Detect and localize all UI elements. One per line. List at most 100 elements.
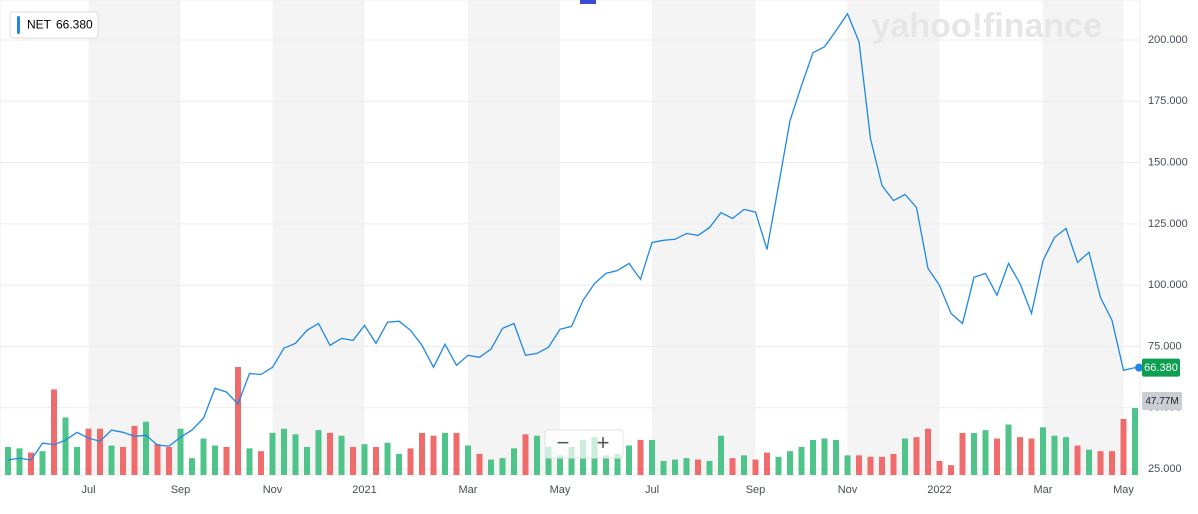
legend-name: NET [27, 18, 52, 32]
volume-bar [557, 455, 563, 475]
volume-bar [5, 446, 11, 475]
volume-bar [1051, 435, 1058, 475]
volume-bar [62, 417, 69, 475]
volume-bar [315, 430, 322, 475]
volume-bar [430, 435, 437, 475]
volume-bar [948, 465, 954, 475]
volume-bar [166, 446, 172, 475]
volume-label: 47.77M [1145, 396, 1178, 407]
volume-bar [775, 456, 782, 475]
volume-bar [1132, 407, 1138, 475]
volume-bar [718, 435, 724, 475]
volume-bar [729, 458, 736, 475]
volume-bar [1040, 427, 1046, 475]
volume-bar [488, 459, 494, 475]
volume-bar [890, 453, 897, 475]
volume-bar [925, 428, 931, 475]
zoom-out[interactable]: − [557, 430, 570, 455]
y-tick-label: 75.000 [1148, 340, 1182, 352]
month-band [88, 0, 181, 475]
volume-bar [384, 442, 391, 475]
volume-bar [752, 459, 759, 475]
volume-bar [292, 434, 299, 475]
volume-bar [695, 459, 701, 475]
volume-bar [499, 458, 506, 475]
volume-bar [1017, 437, 1023, 475]
volume-bar [154, 444, 161, 475]
volume-bar [649, 439, 655, 475]
month-band [468, 0, 560, 475]
x-tick-label: Nov [263, 484, 283, 496]
volume-bar [844, 455, 851, 475]
volume-bar [913, 437, 920, 475]
volume-bar [39, 451, 46, 475]
volume-bar [626, 445, 632, 475]
last-price-label: 66.380 [1144, 362, 1178, 374]
volume-bar [511, 448, 517, 475]
volume-bar [902, 438, 908, 475]
volume-bar [28, 452, 34, 475]
volume-bar [959, 432, 966, 475]
volume-bar [476, 453, 483, 475]
volume-bar [177, 428, 184, 475]
volume [5, 367, 1138, 475]
x-tick-label: Mar [459, 484, 478, 496]
volume-badge [1142, 391, 1182, 410]
volume-bar [672, 459, 678, 475]
volume-bar [85, 428, 92, 475]
y-tick-label: 125.000 [1148, 218, 1188, 230]
volume-bar [143, 421, 149, 475]
volume-bar [419, 432, 425, 475]
volume-bar [810, 439, 816, 475]
last-point [1135, 363, 1143, 372]
volume-bar [856, 455, 862, 475]
volume-bar [1109, 451, 1115, 475]
volume-bar [683, 458, 690, 475]
month-band [1043, 0, 1124, 475]
month-band [847, 0, 940, 475]
zoom-controls: − + [544, 429, 624, 459]
legend-badge: NET 66.380 [9, 11, 99, 39]
volume-bar [764, 452, 770, 475]
volume-bar [465, 445, 471, 475]
x-tick-label: May [550, 484, 571, 496]
x-tick-label: Mar [1034, 484, 1053, 496]
volume-bar [304, 446, 310, 475]
volume-bar [246, 448, 253, 475]
volume-bar [568, 446, 575, 475]
x-tick-label: Sep [171, 484, 191, 496]
volume-bar [522, 434, 529, 475]
x-tick-label: Jul [645, 484, 659, 496]
volume-bar [706, 460, 713, 475]
last-price-badge [1142, 358, 1180, 377]
volume-bar [338, 435, 345, 475]
legend-value: 66.380 [56, 18, 93, 32]
volume-bar [879, 456, 885, 475]
volume-bar [269, 432, 276, 475]
volume-bar [971, 432, 977, 475]
price-line [7, 12, 1136, 461]
y-tick-label: 175.000 [1148, 95, 1188, 107]
volume-bar [833, 439, 839, 475]
y-tick-label: 100.000 [1148, 279, 1188, 291]
x-tick-label: 2021 [352, 484, 376, 496]
volume-bar [74, 446, 80, 475]
volume-bar [1120, 418, 1127, 475]
zoom-in[interactable]: + [597, 430, 610, 455]
volume-bar [442, 432, 448, 475]
volume-bar [637, 439, 644, 475]
volume-bar [373, 446, 379, 475]
volume-bar [1028, 438, 1035, 475]
volume-bar [281, 428, 287, 475]
volume-bar [545, 446, 552, 475]
volume-bar [603, 455, 609, 475]
volume-bar [16, 448, 23, 475]
volume-bar [453, 432, 460, 475]
volume-bar [51, 389, 57, 475]
range-handle[interactable] [580, 0, 596, 4]
volume-bar [97, 428, 103, 475]
volume-bar [614, 453, 621, 475]
volume-bar [120, 446, 126, 475]
volume-bar [534, 435, 540, 475]
